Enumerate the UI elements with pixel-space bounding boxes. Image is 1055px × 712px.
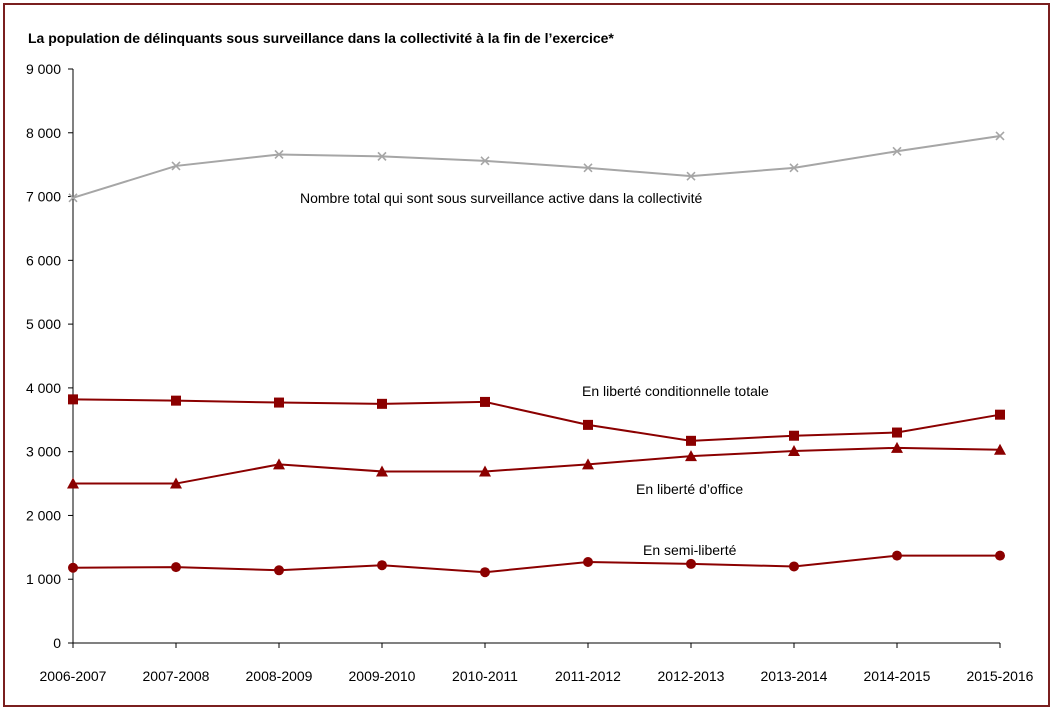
triangle-marker: [67, 477, 79, 489]
y-tick-label: 3 000: [26, 444, 61, 460]
triangle-marker: [479, 465, 491, 477]
square-marker: [995, 409, 1005, 420]
x-marker: [68, 193, 78, 203]
chart-title: La population de délinquants sous survei…: [28, 30, 614, 46]
x-tick-label: 2013-2014: [761, 668, 828, 684]
series-label: En liberté d’office: [636, 481, 743, 497]
x-marker: [686, 171, 696, 181]
y-axis: 0 1 000 2 000 3 000 4 000 5 000 6 000 7 000 8 00…: [26, 61, 74, 651]
series-3: [67, 441, 1006, 489]
square-marker: [789, 430, 799, 441]
chart-frame: [3, 3, 1050, 707]
x-marker: [377, 151, 387, 161]
circle-marker: [995, 550, 1005, 561]
x-tick-label: 2007-2008: [143, 668, 210, 684]
square-marker: [68, 394, 78, 405]
y-tick-label: 7 000: [26, 189, 61, 205]
series-line: [73, 446, 1001, 485]
triangle-marker: [170, 477, 182, 489]
y-tick-label: 9 000: [26, 61, 61, 77]
triangle-marker: [273, 458, 285, 470]
circle-marker: [68, 562, 78, 573]
y-tick-label: 4 000: [26, 380, 61, 396]
x-tick-label: 2015-2016: [967, 668, 1034, 684]
y-tick-label: 6 000: [26, 252, 61, 268]
y-tick-label: 2 000: [26, 507, 61, 523]
circle-marker: [480, 567, 490, 578]
y-tick-label: 0: [53, 635, 61, 651]
square-marker: [274, 397, 284, 408]
circle-marker: [686, 558, 696, 569]
square-marker: [583, 419, 593, 430]
x-marker: [995, 131, 1005, 141]
circle-marker: [274, 565, 284, 576]
x-axis: 2006-2007 2007-2008 2008-2009 2009-2010 2010…: [40, 642, 1034, 684]
series-labels: Nombre total qui sont sous surveillance …: [300, 190, 769, 558]
series-label: En liberté conditionnelle totale: [582, 383, 769, 399]
series-line: [72, 554, 1000, 574]
x-marker: [583, 163, 593, 173]
series-line: [72, 398, 1001, 442]
x-tick-label: 2008-2009: [246, 668, 313, 684]
circle-marker: [171, 562, 181, 573]
x-marker: [171, 161, 181, 171]
x-tick-label: 2012-2013: [658, 668, 725, 684]
triangle-marker: [994, 443, 1006, 455]
triangle-marker: [788, 445, 800, 457]
series-2: [68, 394, 1005, 446]
x-marker: [274, 149, 284, 160]
x-marker: [789, 163, 799, 173]
triangle-marker: [376, 465, 388, 477]
circle-marker: [583, 557, 593, 568]
series-group: [67, 131, 1006, 578]
circle-marker: [892, 550, 902, 561]
square-marker: [377, 398, 387, 409]
y-tick-label: 5 000: [26, 316, 61, 332]
triangle-marker: [685, 450, 697, 462]
circle-marker: [789, 561, 799, 572]
x-tick-label: 2011-2012: [555, 668, 621, 684]
triangle-marker: [582, 458, 594, 470]
x-marker: [892, 146, 902, 156]
x-tick-label: 2006-2007: [40, 668, 107, 684]
y-tick-label: 8 000: [26, 125, 61, 141]
series-label: Nombre total qui sont sous surveillance …: [300, 190, 703, 206]
series-label: En semi-liberté: [643, 542, 737, 558]
y-tick-label: 1 000: [26, 571, 61, 587]
x-marker: [480, 156, 490, 166]
square-marker: [171, 395, 181, 406]
x-tick-label: 2009-2010: [349, 668, 416, 684]
square-marker: [686, 435, 696, 446]
triangle-marker: [891, 441, 903, 453]
square-marker: [892, 427, 902, 438]
series-4: [68, 550, 1005, 578]
series-line: [72, 134, 1001, 199]
square-marker: [480, 396, 490, 407]
circle-marker: [377, 560, 387, 571]
x-tick-label: 2010-2011: [452, 668, 518, 684]
series-1: [68, 131, 1005, 203]
x-tick-label: 2014-2015: [864, 668, 931, 684]
